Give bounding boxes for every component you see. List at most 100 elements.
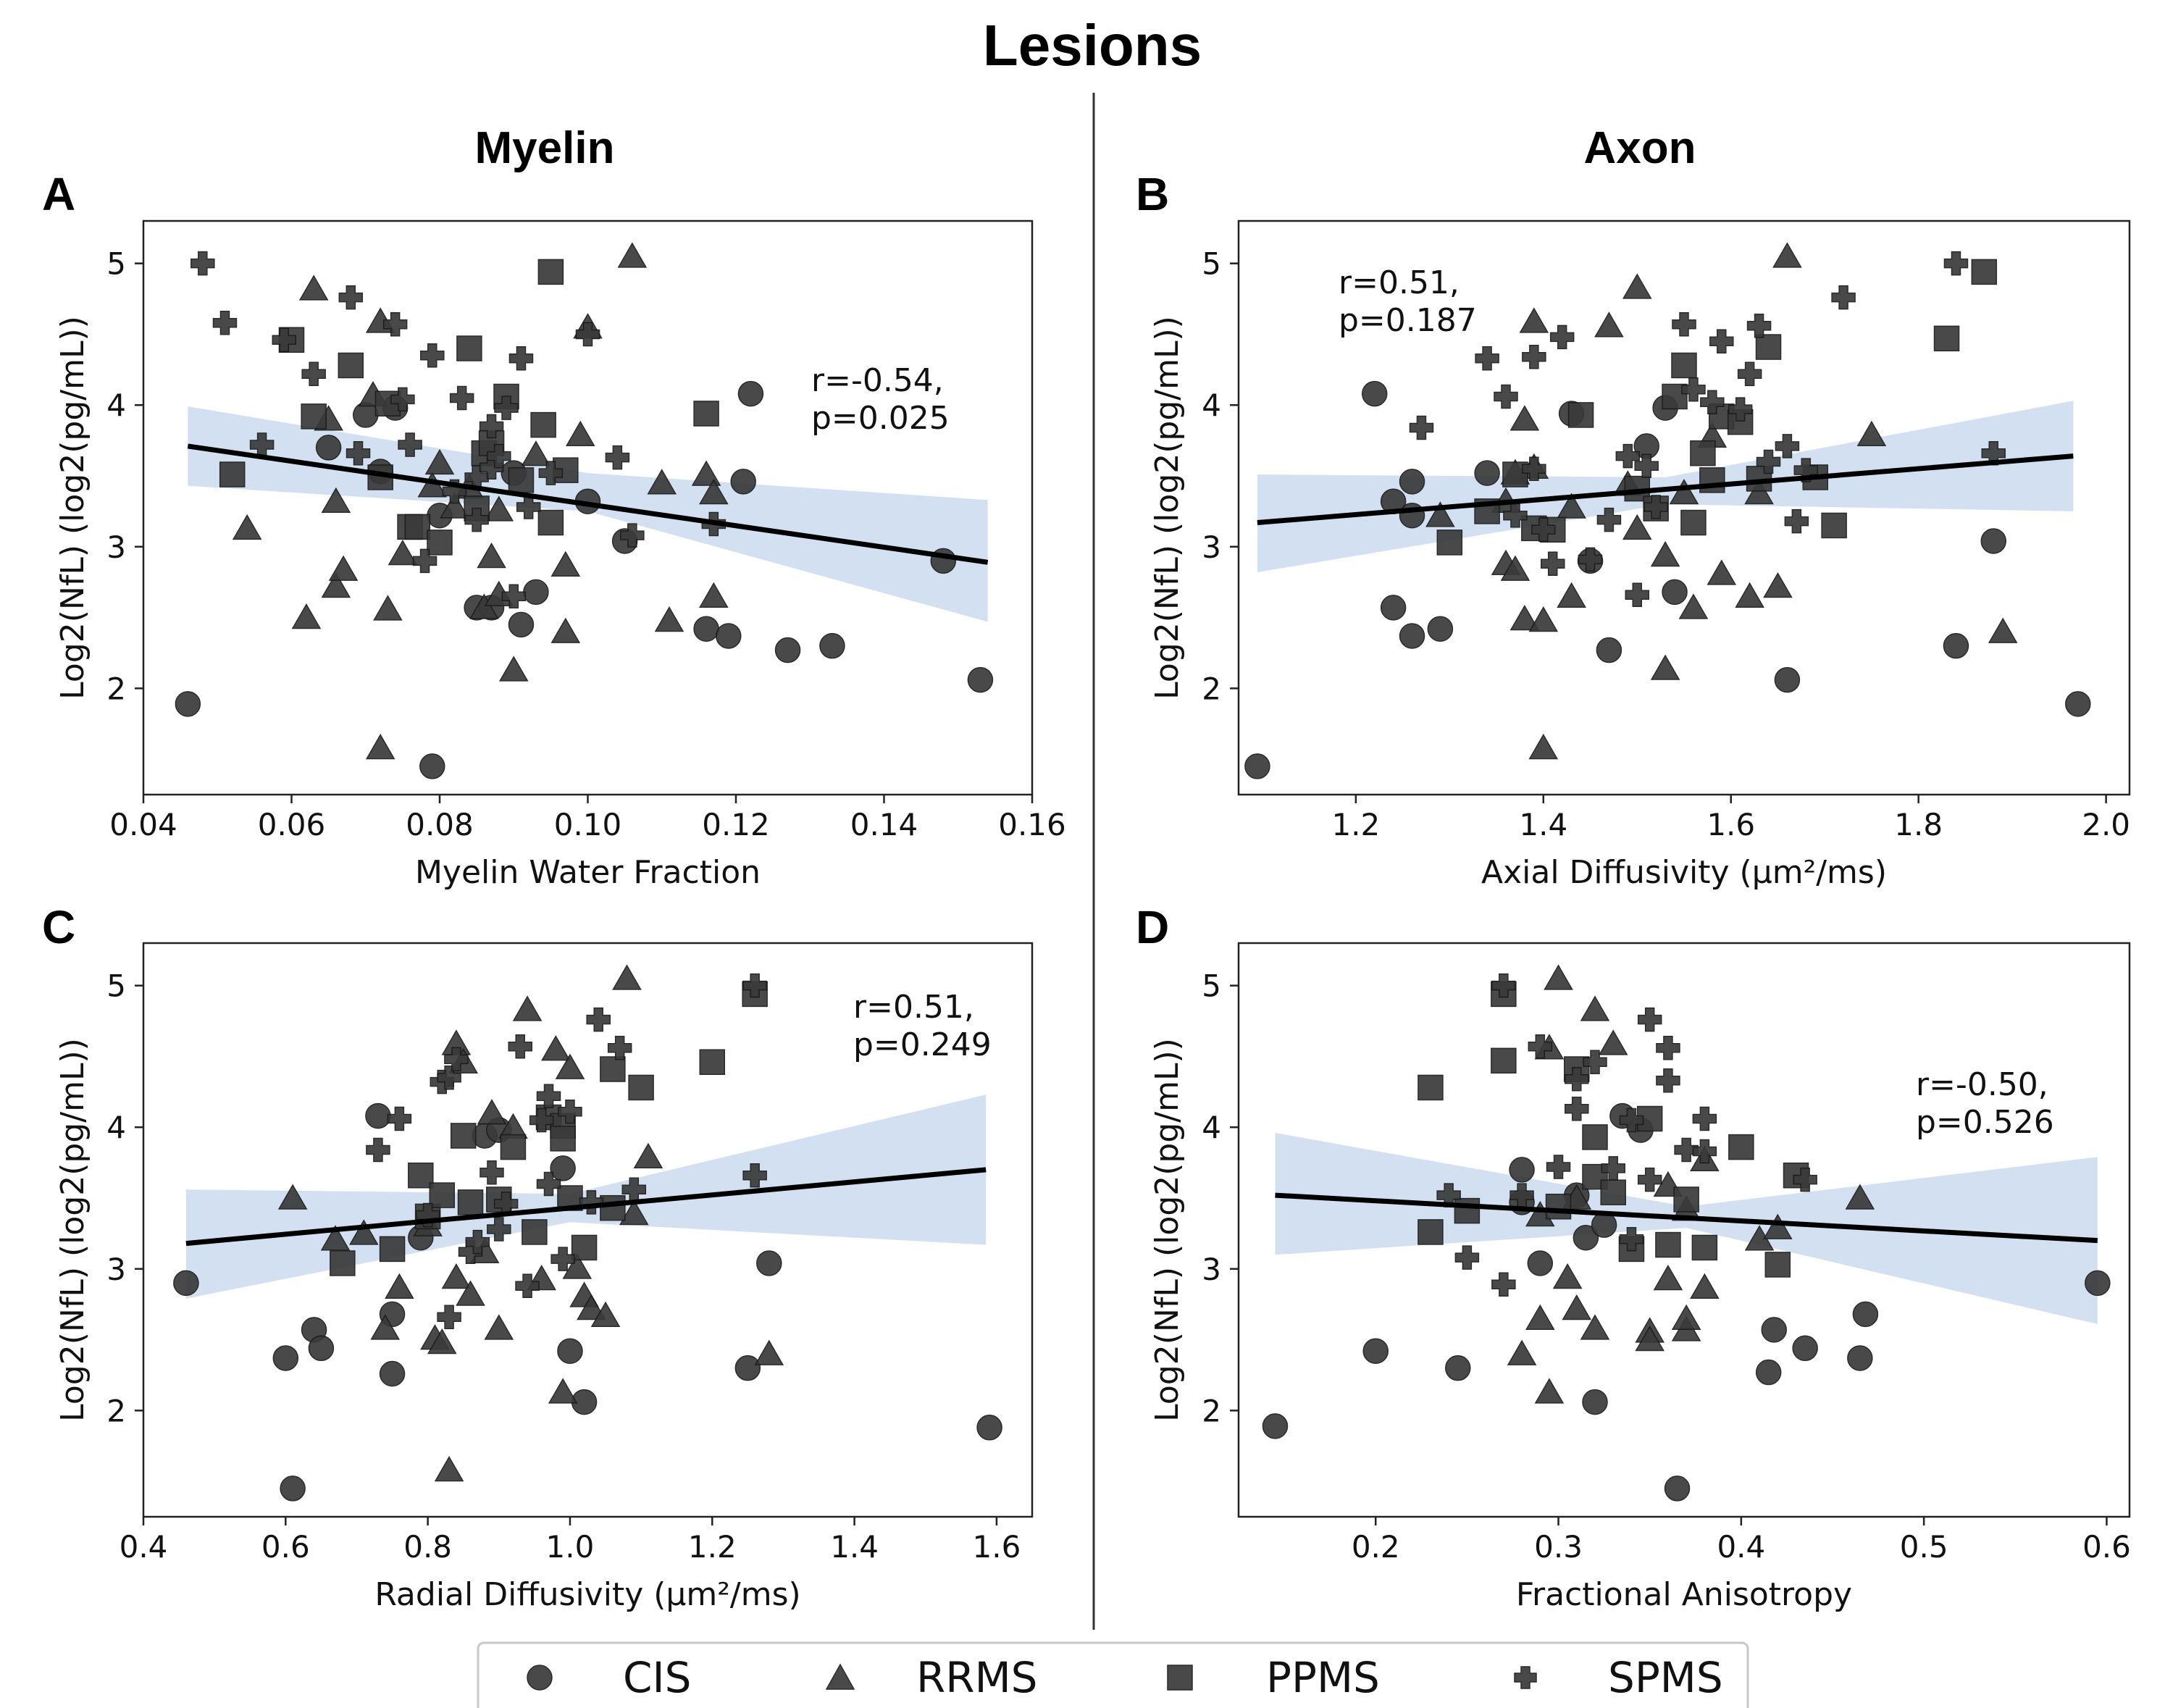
ppms-point bbox=[1417, 1074, 1444, 1101]
ppms-point bbox=[500, 1134, 527, 1160]
spms-point bbox=[529, 1108, 554, 1133]
cis-point bbox=[365, 1102, 391, 1129]
ppms-point bbox=[450, 1123, 477, 1149]
spms-point bbox=[1793, 458, 1819, 482]
plot-area bbox=[1244, 242, 2091, 779]
rrms-point bbox=[1763, 1213, 1793, 1239]
regression-line bbox=[187, 443, 989, 565]
rrms-point bbox=[498, 656, 529, 682]
spms-point bbox=[1546, 1155, 1571, 1179]
ppms-point bbox=[1690, 440, 1716, 466]
rrms-point bbox=[1678, 593, 1709, 619]
panel-letter: C bbox=[42, 901, 75, 953]
spms-point bbox=[1634, 453, 1659, 479]
rrms-point bbox=[441, 1263, 472, 1289]
spms-point bbox=[1943, 251, 1969, 276]
legend-label-cis: CIS bbox=[623, 1653, 691, 1702]
y-tick-label: 5 bbox=[1202, 968, 1221, 1004]
ppms-point bbox=[693, 401, 719, 427]
cis-point bbox=[1399, 623, 1425, 649]
x-tick-label: 0.04 bbox=[109, 807, 177, 842]
spms-point bbox=[1491, 973, 1516, 998]
rrms-point bbox=[1552, 1263, 1583, 1289]
rrms-point bbox=[1653, 1264, 1683, 1291]
rrms-point bbox=[565, 420, 595, 447]
cis-point bbox=[1244, 753, 1270, 779]
x-tick-label: 1.0 bbox=[546, 1529, 595, 1565]
spms-point bbox=[1625, 582, 1650, 608]
rrms-point bbox=[1562, 1294, 1592, 1320]
rrms-point bbox=[590, 1301, 621, 1328]
rrms-point bbox=[1528, 733, 1559, 760]
spms-point bbox=[516, 495, 541, 519]
spms-point bbox=[1784, 508, 1809, 534]
x-tick-label: 0.2 bbox=[1352, 1529, 1400, 1565]
rrms-point bbox=[365, 733, 395, 760]
ppms-point bbox=[1691, 1234, 1718, 1261]
x-tick-label: 1.4 bbox=[1519, 807, 1567, 842]
spms-point bbox=[301, 361, 326, 386]
ppms-point bbox=[1764, 1252, 1791, 1278]
rrms-point bbox=[321, 572, 351, 598]
cis-point bbox=[976, 1415, 1002, 1441]
ppms-point bbox=[550, 1126, 576, 1152]
confidence-band bbox=[188, 406, 988, 622]
rrms-point bbox=[1557, 582, 1586, 608]
cis-point bbox=[1445, 1355, 1471, 1381]
spms-point bbox=[1565, 1097, 1589, 1121]
ppms-point bbox=[427, 529, 453, 556]
rrms-point bbox=[456, 1280, 485, 1306]
rrms-point bbox=[1772, 242, 1802, 268]
legend-entry-rrms: RRMS bbox=[825, 1653, 1037, 1702]
y-tick-label: 4 bbox=[1202, 388, 1221, 423]
ppms-point bbox=[338, 352, 364, 379]
stats-annotation: r=-0.54, bbox=[811, 362, 944, 399]
panels: A 0.04 0.06 0.08 0.10 0.12 0.14 0.16 2 3 4 5 Myelin … bbox=[42, 168, 2131, 1613]
spms-point bbox=[494, 395, 519, 420]
ppms-point bbox=[699, 1049, 726, 1076]
spms-point bbox=[1454, 1245, 1480, 1270]
ppms-point bbox=[456, 335, 482, 361]
spms-point bbox=[1728, 397, 1753, 422]
rrms-point bbox=[477, 542, 506, 569]
panel-letter: B bbox=[1136, 168, 1169, 220]
rrms-point bbox=[1507, 1339, 1537, 1365]
spms-point bbox=[1601, 1156, 1625, 1181]
ppms-point bbox=[1600, 1179, 1626, 1205]
spms-point bbox=[575, 322, 600, 347]
ppms-point bbox=[1454, 1197, 1481, 1224]
ppms-point bbox=[1933, 325, 1960, 352]
rrms-point bbox=[277, 1184, 308, 1210]
series-cis bbox=[173, 1102, 1002, 1502]
spms-point bbox=[550, 1247, 575, 1271]
spms-point bbox=[1522, 456, 1546, 481]
x-axis-label: Radial Diffusivity (μm²/ms) bbox=[374, 1576, 800, 1613]
spms-point bbox=[1981, 440, 2006, 466]
ppms-point bbox=[1567, 402, 1594, 428]
spms-point bbox=[480, 1160, 504, 1185]
rrms-point bbox=[1690, 1273, 1720, 1299]
rrms-point bbox=[562, 1253, 592, 1279]
ppms-point bbox=[537, 509, 564, 536]
ppms-point bbox=[600, 1194, 626, 1221]
spms-point bbox=[536, 1084, 561, 1108]
spms-point bbox=[536, 1171, 561, 1197]
spms-point bbox=[558, 1099, 582, 1124]
ppms-point bbox=[530, 411, 556, 438]
stats-annotation: p=0.187 bbox=[1339, 302, 1477, 339]
rrms-point bbox=[1735, 582, 1764, 608]
y-tick-label: 3 bbox=[1202, 1252, 1221, 1287]
cis-point bbox=[1527, 1250, 1554, 1276]
y-tick-label: 2 bbox=[106, 1393, 126, 1428]
rrms-point bbox=[385, 1273, 414, 1299]
stats-annotation: p=0.249 bbox=[853, 1026, 992, 1063]
spms-point bbox=[212, 311, 238, 335]
cis-point bbox=[1399, 469, 1425, 495]
square-marker-icon bbox=[1167, 1665, 1193, 1691]
x-tick-label: 1.2 bbox=[688, 1529, 737, 1565]
spms-point bbox=[1756, 449, 1781, 474]
x-axis-label: Fractional Anisotropy bbox=[1516, 1576, 1852, 1613]
rrms-point bbox=[1988, 617, 2018, 643]
spms-point bbox=[382, 312, 408, 337]
plus-marker-icon bbox=[1514, 1666, 1537, 1689]
